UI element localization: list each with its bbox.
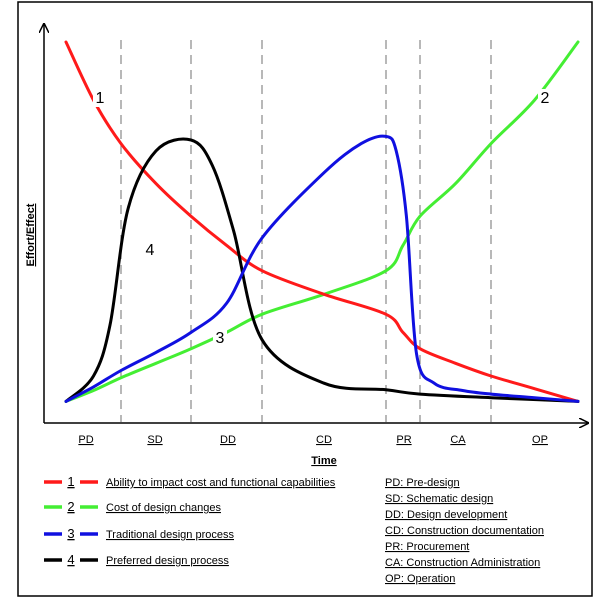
curve-label-bg-1 (93, 89, 107, 107)
legend-text-1: Ability to impact cost and functional ca… (106, 477, 336, 489)
phase-legend-item: PR: Procurement (385, 541, 469, 553)
legend-number-4: 4 (67, 552, 74, 567)
curve-number-labels: 1 2 3 4 (93, 89, 552, 347)
x-axis-label: Time (311, 455, 336, 467)
phase-label-cd: CD (316, 434, 332, 446)
series-line-1 (64, 40, 580, 403)
curve-label-1: 1 (96, 90, 105, 107)
curve-label-2: 2 (541, 90, 550, 107)
legend-number-3: 3 (67, 526, 74, 541)
series-legend: 1 Ability to impact cost and functional c… (44, 474, 336, 567)
phase-legend-item: PD: Pre-design (385, 477, 460, 489)
series-line-3 (64, 134, 580, 403)
legend-text-3: Traditional design process (106, 529, 234, 541)
legend-text-2: Cost of design changes (106, 502, 221, 514)
phase-legend-item: DD: Design development (385, 509, 507, 521)
series-line-4 (64, 137, 580, 403)
phase-label-op: OP (532, 434, 548, 446)
curve-label-bg-4 (143, 241, 157, 259)
curve-label-3: 3 (216, 330, 225, 347)
phase-label-ca: CA (450, 434, 466, 446)
legend-number-1: 1 (67, 474, 74, 489)
y-axis-label: Effort/Effect (25, 203, 37, 266)
curve-label-bg-2 (538, 89, 552, 107)
phase-dividers (120, 40, 492, 422)
phase-legend-item: SD: Schematic design (385, 493, 493, 505)
curve-label-bg-3 (213, 329, 227, 347)
phase-legend-item: CA: Construction Administration (385, 557, 540, 569)
series-lines (64, 40, 580, 403)
phase-label-dd: DD (220, 434, 236, 446)
phase-labels: PD SD DD CD PR CA OP (78, 434, 548, 446)
phase-legend-item: OP: Operation (385, 573, 455, 585)
legend-number-2: 2 (67, 499, 74, 514)
phase-label-sd: SD (147, 434, 162, 446)
phase-legend-item: CD: Construction documentation (385, 525, 544, 537)
legend-text-4: Preferred design process (106, 555, 229, 567)
curve-label-4: 4 (146, 242, 155, 259)
phase-label-pd: PD (78, 434, 93, 446)
phase-label-pr: PR (396, 434, 411, 446)
phase-legend: PD: Pre-design SD: Schematic design DD: De… (385, 477, 544, 585)
